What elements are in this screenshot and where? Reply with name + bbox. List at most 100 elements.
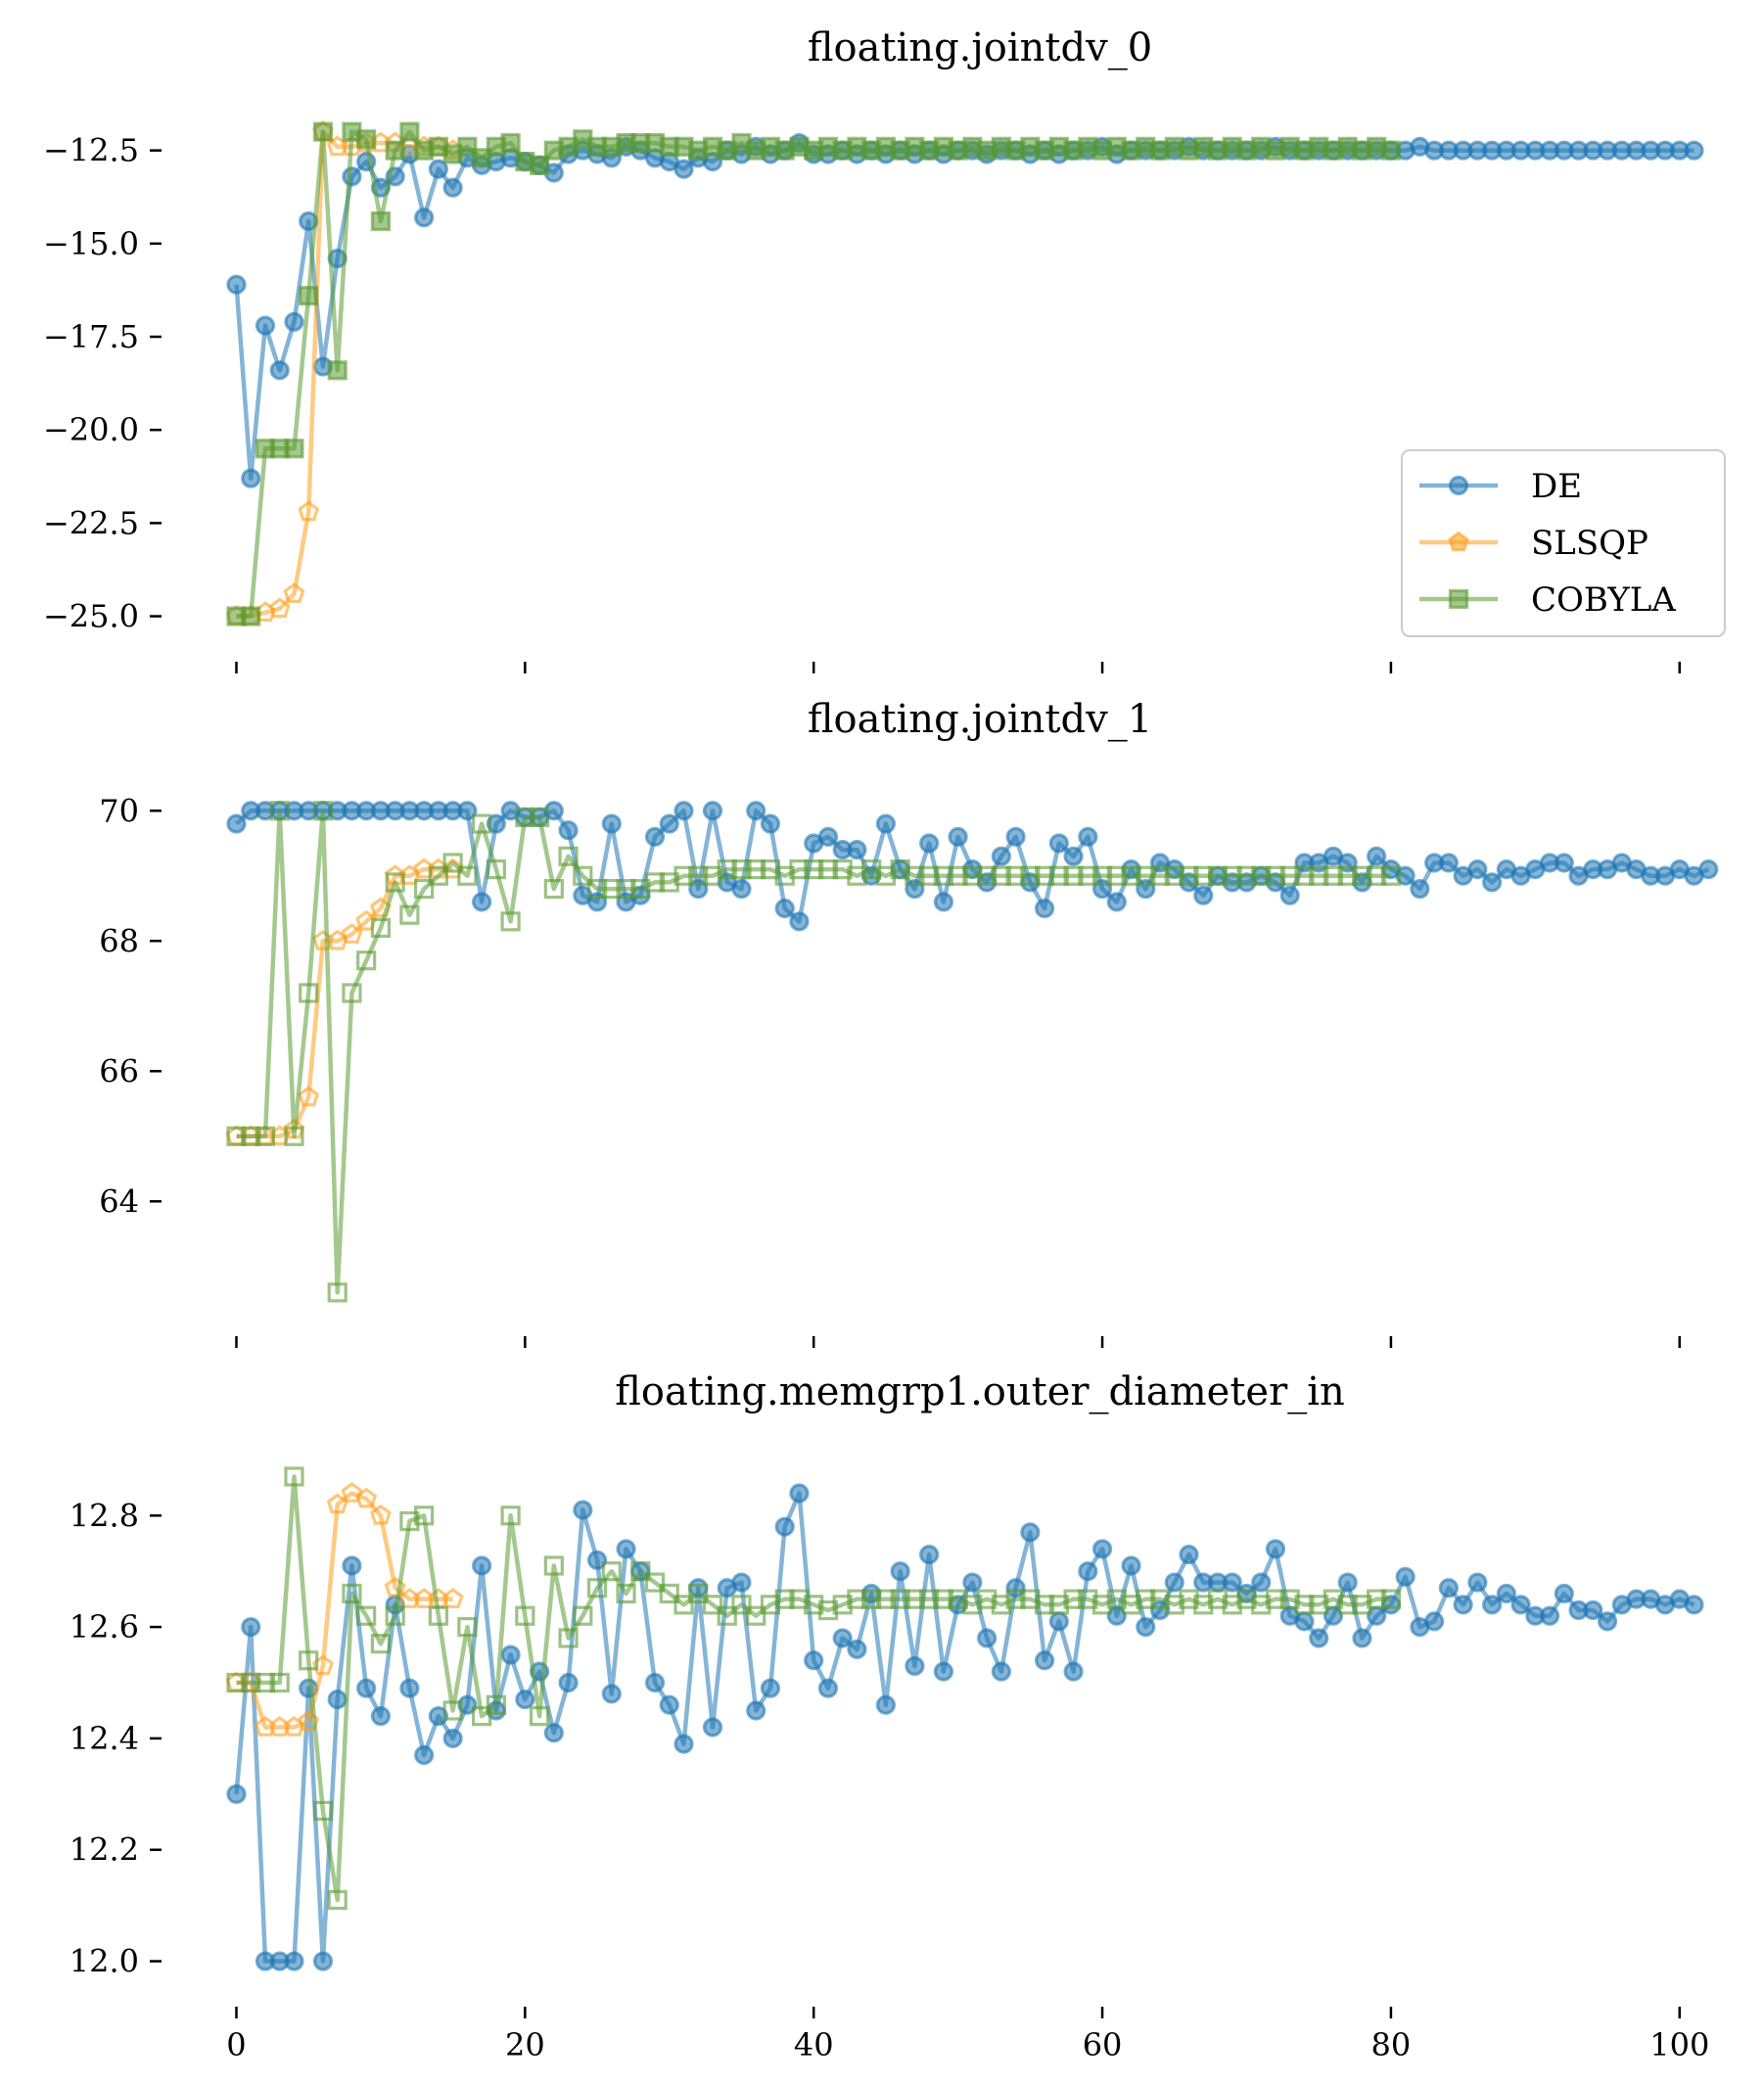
data-point-cobyla <box>933 1589 953 1609</box>
data-point-cobyla <box>442 853 463 873</box>
y-tick-label: −15.0 <box>43 225 139 262</box>
data-point-cobyla <box>414 878 435 900</box>
data-point-cobyla <box>1222 1595 1242 1615</box>
data-point-cobyla <box>486 1694 506 1715</box>
data-point-de <box>760 813 781 834</box>
data-point-cobyla <box>1034 865 1055 886</box>
data-point-cobyla <box>1106 865 1127 886</box>
data-point-de <box>919 833 940 854</box>
data-point-cobyla <box>991 865 1011 886</box>
data-point-de <box>241 468 261 488</box>
data-point-de <box>1539 1605 1560 1626</box>
data-point-cobyla <box>1106 1589 1127 1609</box>
data-point-cobyla <box>1236 865 1257 886</box>
data-point-cobyla <box>861 859 882 880</box>
data-point-de <box>1453 1595 1473 1615</box>
data-point-cobyla <box>515 1605 535 1626</box>
data-point-de <box>1048 1611 1069 1632</box>
data-point-de <box>659 1694 679 1715</box>
data-point-de <box>1424 1611 1445 1632</box>
y-tick-label: 12.0 <box>70 1943 139 1980</box>
data-point-cobyla <box>558 1628 579 1648</box>
data-point-cobyla <box>1380 865 1402 886</box>
data-point-cobyla <box>1136 865 1156 886</box>
x-tick-label: 20 <box>505 2026 545 2063</box>
data-point-cobyla <box>1020 1589 1041 1609</box>
data-point-cobyla <box>1323 1589 1344 1609</box>
data-point-cobyla <box>1294 1595 1315 1615</box>
data-point-cobyla <box>226 1672 247 1693</box>
data-point-de <box>1395 1566 1416 1587</box>
data-point-de <box>1698 859 1719 880</box>
data-point-cobyla <box>1236 1589 1257 1609</box>
data-point-cobyla <box>558 846 579 866</box>
data-point-de <box>269 360 290 381</box>
data-point-cobyla <box>312 121 334 142</box>
data-point-cobyla <box>1279 865 1300 886</box>
data-point-de <box>284 311 304 332</box>
legend-marker-de <box>1448 475 1469 496</box>
y-tick-label: −25.0 <box>43 598 139 635</box>
data-point-cobyla <box>486 859 506 880</box>
data-point-cobyla <box>832 1595 853 1615</box>
data-point-de <box>731 1572 752 1593</box>
data-point-cobyla <box>905 1589 925 1609</box>
legend-label-cobyla: COBYLA <box>1531 580 1676 620</box>
data-point-cobyla <box>370 1634 392 1654</box>
data-point-cobyla <box>573 1605 593 1626</box>
data-point-cobyla <box>1222 865 1242 886</box>
data-point-de <box>442 1728 463 1749</box>
data-point-cobyla <box>1337 865 1358 886</box>
data-point-cobyla <box>817 1599 839 1621</box>
data-point-de <box>515 1689 535 1710</box>
data-point-cobyla <box>385 140 405 161</box>
data-point-cobyla <box>1193 865 1214 886</box>
data-point-de <box>673 159 694 179</box>
series-de <box>226 132 1704 488</box>
data-point-slsqp <box>341 923 363 944</box>
data-point-cobyla <box>500 911 521 932</box>
data-point-de <box>991 1661 1011 1682</box>
data-point-cobyla <box>1078 865 1098 886</box>
data-point-cobyla <box>804 859 824 880</box>
data-point-cobyla <box>573 865 593 886</box>
data-point-cobyla <box>1380 140 1402 161</box>
y-tick-label: 12.8 <box>70 1497 139 1534</box>
data-point-cobyla <box>746 1605 766 1626</box>
data-point-de <box>731 878 752 900</box>
data-point-de <box>1684 1595 1704 1615</box>
data-point-de <box>370 1706 392 1727</box>
data-point-cobyla <box>327 1282 348 1303</box>
data-point-de <box>673 801 694 821</box>
data-point-de <box>875 813 897 834</box>
y-tick-label: 12.2 <box>70 1831 139 1869</box>
data-point-cobyla <box>861 1589 882 1609</box>
data-point-slsqp <box>268 597 291 619</box>
data-point-de <box>847 1639 867 1659</box>
data-point-cobyla <box>1251 1595 1272 1615</box>
data-point-de <box>760 1678 781 1698</box>
data-point-cobyla <box>370 210 392 232</box>
data-point-cobyla <box>269 1672 290 1693</box>
data-point-de <box>673 1734 694 1754</box>
data-point-cobyla <box>457 136 478 157</box>
data-point-cobyla <box>1367 865 1387 886</box>
data-point-cobyla <box>385 1605 405 1626</box>
data-point-de <box>1482 872 1503 893</box>
data-point-de <box>817 1678 839 1698</box>
data-point-de <box>442 177 463 198</box>
series-cobyla <box>226 801 1402 1303</box>
data-point-cobyla <box>356 1605 377 1626</box>
data-point-de <box>1034 1650 1055 1671</box>
data-point-cobyla <box>644 872 666 893</box>
data-point-cobyla <box>515 807 535 828</box>
data-point-cobyla <box>1034 1595 1055 1615</box>
data-point-cobyla <box>659 1583 679 1604</box>
data-point-slsqp <box>384 1576 406 1598</box>
data-point-de <box>356 1678 377 1698</box>
data-point-de <box>1309 1628 1329 1648</box>
series-cobyla <box>226 121 1402 626</box>
y-tick-label: 70 <box>99 792 139 829</box>
data-point-de <box>586 1550 608 1570</box>
data-point-cobyla <box>616 878 636 900</box>
